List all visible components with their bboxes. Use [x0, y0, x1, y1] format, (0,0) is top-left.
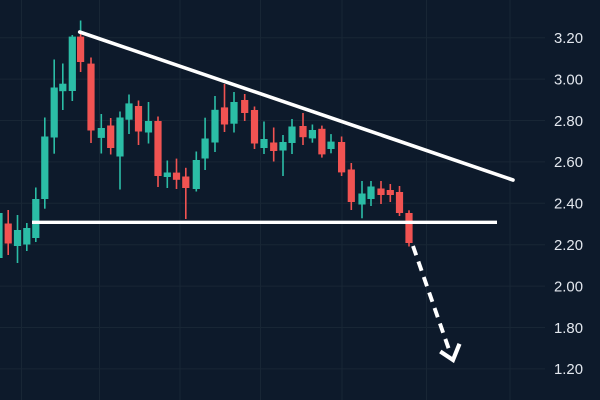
svg-text:2.40: 2.40: [554, 197, 583, 213]
svg-text:2.00: 2.00: [554, 279, 583, 295]
svg-text:1.20: 1.20: [554, 362, 583, 378]
svg-text:2.60: 2.60: [554, 155, 583, 171]
svg-text:2.80: 2.80: [554, 114, 583, 130]
svg-text:1.80: 1.80: [554, 321, 583, 337]
svg-text:3.00: 3.00: [554, 72, 583, 88]
svg-text:3.20: 3.20: [554, 31, 583, 47]
svg-text:2.20: 2.20: [554, 238, 583, 254]
